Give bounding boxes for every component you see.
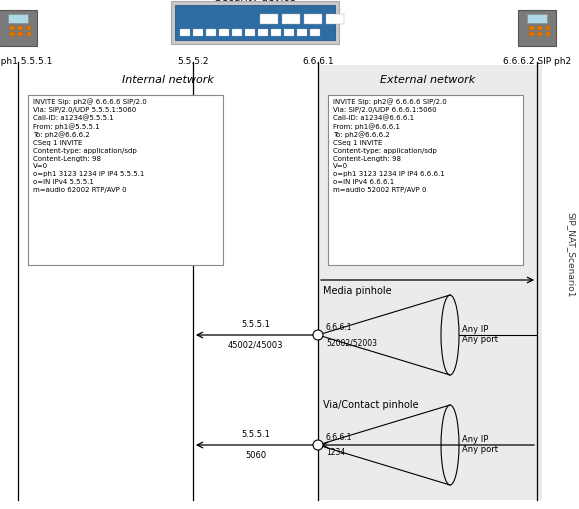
Text: 1234: 1234	[326, 448, 345, 457]
Bar	[527, 14, 547, 23]
Text: 45002/45003: 45002/45003	[228, 341, 283, 350]
Bar	[537, 26, 542, 31]
Bar	[529, 32, 534, 36]
FancyBboxPatch shape	[518, 10, 556, 46]
Text: External network: External network	[380, 75, 475, 85]
Bar	[260, 14, 278, 24]
Text: 6.6.6.1: 6.6.6.1	[326, 323, 353, 332]
Circle shape	[313, 330, 323, 340]
Text: Any port: Any port	[462, 335, 498, 345]
Text: INVITE Sip: ph2@ 6.6.6.6 SIP/2.0
Via: SIP/2.0/UDP 6.6.6.1:5060
Call-ID: a1234@6.: INVITE Sip: ph2@ 6.6.6.6 SIP/2.0 Via: SI…	[333, 98, 447, 193]
Bar	[318, 65, 542, 500]
Text: Any port: Any port	[462, 445, 498, 455]
Bar	[10, 32, 14, 36]
Text: Via/Contact pinhole: Via/Contact pinhole	[323, 400, 419, 410]
Text: 5.5.5.2: 5.5.5.2	[177, 57, 209, 66]
Bar	[10, 26, 14, 31]
Bar	[27, 32, 31, 36]
Bar	[284, 29, 294, 36]
Bar	[19, 32, 23, 36]
Text: SIP_NAT_Scenario1: SIP_NAT_Scenario1	[566, 212, 575, 297]
Text: 5.5.5.1: 5.5.5.1	[241, 320, 270, 329]
Text: Internal network: Internal network	[122, 75, 214, 85]
Bar	[193, 29, 203, 36]
Text: 6.6.6.1: 6.6.6.1	[302, 57, 334, 66]
FancyBboxPatch shape	[171, 1, 339, 44]
Bar	[258, 29, 268, 36]
Text: 5.5.5.1: 5.5.5.1	[241, 430, 270, 439]
Bar	[27, 26, 31, 31]
Bar	[8, 14, 28, 23]
Text: 5060: 5060	[245, 451, 266, 460]
Text: 6.6.6.1: 6.6.6.1	[326, 433, 353, 442]
Text: Any IP: Any IP	[462, 325, 488, 334]
Text: Any IP: Any IP	[462, 436, 488, 444]
Text: Security device: Security device	[215, 0, 295, 3]
Bar	[328, 95, 523, 265]
Bar	[19, 26, 23, 31]
Bar	[310, 29, 320, 36]
Bar	[537, 32, 542, 36]
Bar	[180, 29, 190, 36]
Bar	[28, 95, 223, 265]
Text: Media pinhole: Media pinhole	[323, 286, 391, 296]
Bar	[245, 29, 255, 36]
Text: 6.6.6.2 SIP ph2: 6.6.6.2 SIP ph2	[503, 57, 571, 66]
Bar	[232, 29, 242, 36]
Bar	[282, 14, 300, 24]
Bar	[206, 29, 216, 36]
Bar	[219, 29, 229, 36]
Text: SIP ph1 5.5.5.1: SIP ph1 5.5.5.1	[0, 57, 52, 66]
Bar	[545, 32, 550, 36]
Bar	[545, 26, 550, 31]
Bar	[297, 29, 307, 36]
Text: 52002/52003: 52002/52003	[326, 338, 377, 347]
Bar	[529, 26, 534, 31]
Bar	[304, 14, 322, 24]
Bar	[175, 5, 335, 40]
Text: INVITE Sip: ph2@ 6.6.6.6 SIP/2.0
Via: SIP/2.0/UDP 5.5.5.1:5060
Call-ID: a1234@5.: INVITE Sip: ph2@ 6.6.6.6 SIP/2.0 Via: SI…	[33, 98, 146, 193]
Bar	[326, 14, 344, 24]
FancyBboxPatch shape	[0, 10, 37, 46]
Bar	[271, 29, 281, 36]
Circle shape	[313, 440, 323, 450]
